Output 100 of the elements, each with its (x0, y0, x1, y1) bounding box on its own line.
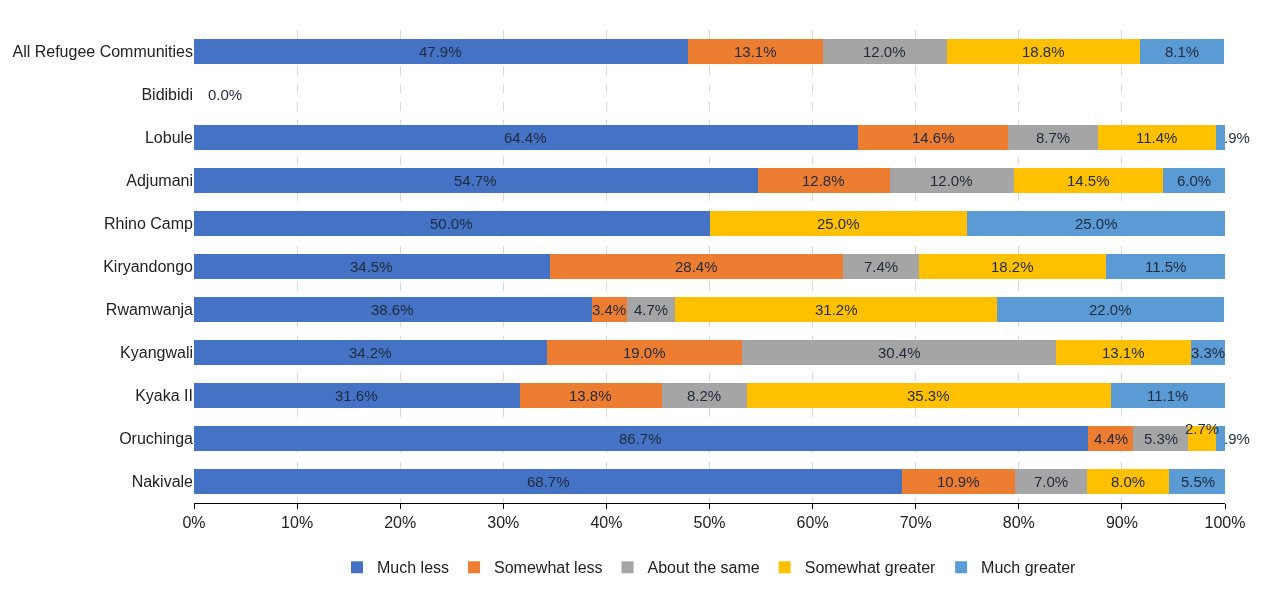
bar (1098, 124, 1216, 151)
legend-label: Much less (377, 559, 450, 577)
bar (194, 38, 688, 65)
legend-label: Somewhat less (494, 559, 603, 577)
data-label: 11.4% (1136, 129, 1178, 146)
x-tick-label: 10% (281, 514, 314, 532)
data-label: 5.3% (1144, 430, 1179, 447)
data-label: .9% (1224, 129, 1250, 146)
bar (519, 382, 663, 409)
data-label: 19.0% (623, 344, 666, 361)
bar (857, 124, 1009, 151)
data-label: 7.0% (1034, 473, 1069, 490)
bar (194, 339, 547, 366)
data-label: 18.2% (991, 258, 1034, 275)
data-label: 68.7% (527, 473, 570, 490)
x-tick-label: 50% (693, 514, 726, 532)
data-label: 8.2% (687, 387, 722, 404)
data-label: 18.8% (1022, 43, 1065, 60)
x-tick-label: 20% (384, 514, 417, 532)
data-label: 12.0% (930, 172, 973, 189)
data-label: 25.0% (1075, 215, 1118, 232)
bar (746, 382, 1111, 409)
x-tick-label: 40% (590, 514, 623, 532)
bar (709, 210, 968, 237)
y-tick-label: Kyaka II (135, 387, 193, 405)
x-tick-label: 30% (487, 514, 520, 532)
y-tick-label: Rwamwanja (105, 301, 194, 319)
data-label: 8.0% (1111, 473, 1146, 490)
data-label: 13.1% (734, 43, 777, 60)
legend-label: Somewhat greater (804, 559, 937, 577)
bar (1106, 253, 1225, 280)
data-label: 25.0% (817, 215, 860, 232)
x-tick-label: 100% (1204, 514, 1246, 532)
x-tick-label: 70% (899, 514, 932, 532)
data-label: 50.0% (430, 215, 473, 232)
bar (675, 296, 998, 323)
data-label: 7.4% (864, 258, 899, 275)
data-label: 10.9% (937, 473, 980, 490)
data-label: 3.3% (1191, 344, 1226, 361)
x-tick-label: 80% (1002, 514, 1035, 532)
data-label: 8.1% (1165, 43, 1200, 60)
data-label: 64.4% (504, 129, 547, 146)
bar (194, 425, 1088, 452)
data-label: 35.3% (907, 387, 950, 404)
data-label: .9% (1224, 430, 1250, 447)
bar (889, 167, 1014, 194)
bar (194, 210, 710, 237)
y-tick-label: Nakivale (131, 473, 194, 491)
bar (1013, 167, 1164, 194)
data-label: 12.0% (863, 43, 906, 60)
bar (822, 38, 947, 65)
bar (742, 339, 1056, 366)
y-tick-label: Bidibidi (141, 86, 193, 104)
data-label: 31.6% (335, 387, 378, 404)
x-tick-label: 60% (796, 514, 829, 532)
data-label: 28.4% (675, 258, 718, 275)
data-label: 13.8% (569, 387, 612, 404)
y-tick-label: Kyangwali (120, 344, 193, 362)
data-label: 54.7% (454, 172, 497, 189)
data-label: 22.0% (1089, 301, 1132, 318)
bar (1110, 382, 1225, 409)
bar (194, 468, 903, 495)
y-tick-label: Rhino Camp (104, 215, 194, 233)
data-label: 4.7% (634, 301, 669, 318)
data-label: 38.6% (371, 301, 414, 318)
bar (687, 38, 823, 65)
data-label: 14.5% (1067, 172, 1110, 189)
data-label: 47.9% (419, 43, 462, 60)
bar (194, 124, 858, 151)
data-label: 30.4% (878, 344, 921, 361)
bar (946, 38, 1141, 65)
bar (546, 339, 743, 366)
data-label: 34.2% (349, 344, 392, 361)
data-label: 13.1% (1102, 344, 1145, 361)
bar (194, 382, 520, 409)
data-label: 3.4% (592, 301, 627, 318)
x-tick-label: 0% (182, 514, 206, 532)
data-label: 86.7% (619, 430, 662, 447)
bar (967, 210, 1225, 237)
bar (194, 296, 592, 323)
data-label: 11.5% (1145, 258, 1187, 275)
data-label: 5.5% (1181, 473, 1216, 490)
data-label: 31.2% (815, 301, 858, 318)
bar (997, 296, 1224, 323)
data-label: 0.0% (208, 86, 243, 103)
bar (1215, 124, 1225, 151)
y-tick-label: All Refugee Communities (12, 43, 193, 61)
legend-label: Much greater (981, 559, 1077, 577)
bar (757, 167, 890, 194)
data-label: 11.1% (1147, 387, 1189, 404)
data-label: 12.8% (802, 172, 845, 189)
bar (549, 253, 843, 280)
data-label: 8.7% (1036, 129, 1071, 146)
bar (918, 253, 1107, 280)
data-label: 6.0% (1177, 172, 1212, 189)
data-label: 34.5% (350, 258, 393, 275)
bar (1055, 339, 1191, 366)
data-label: 4.4% (1094, 430, 1129, 447)
bar (194, 167, 758, 194)
bar (194, 253, 550, 280)
